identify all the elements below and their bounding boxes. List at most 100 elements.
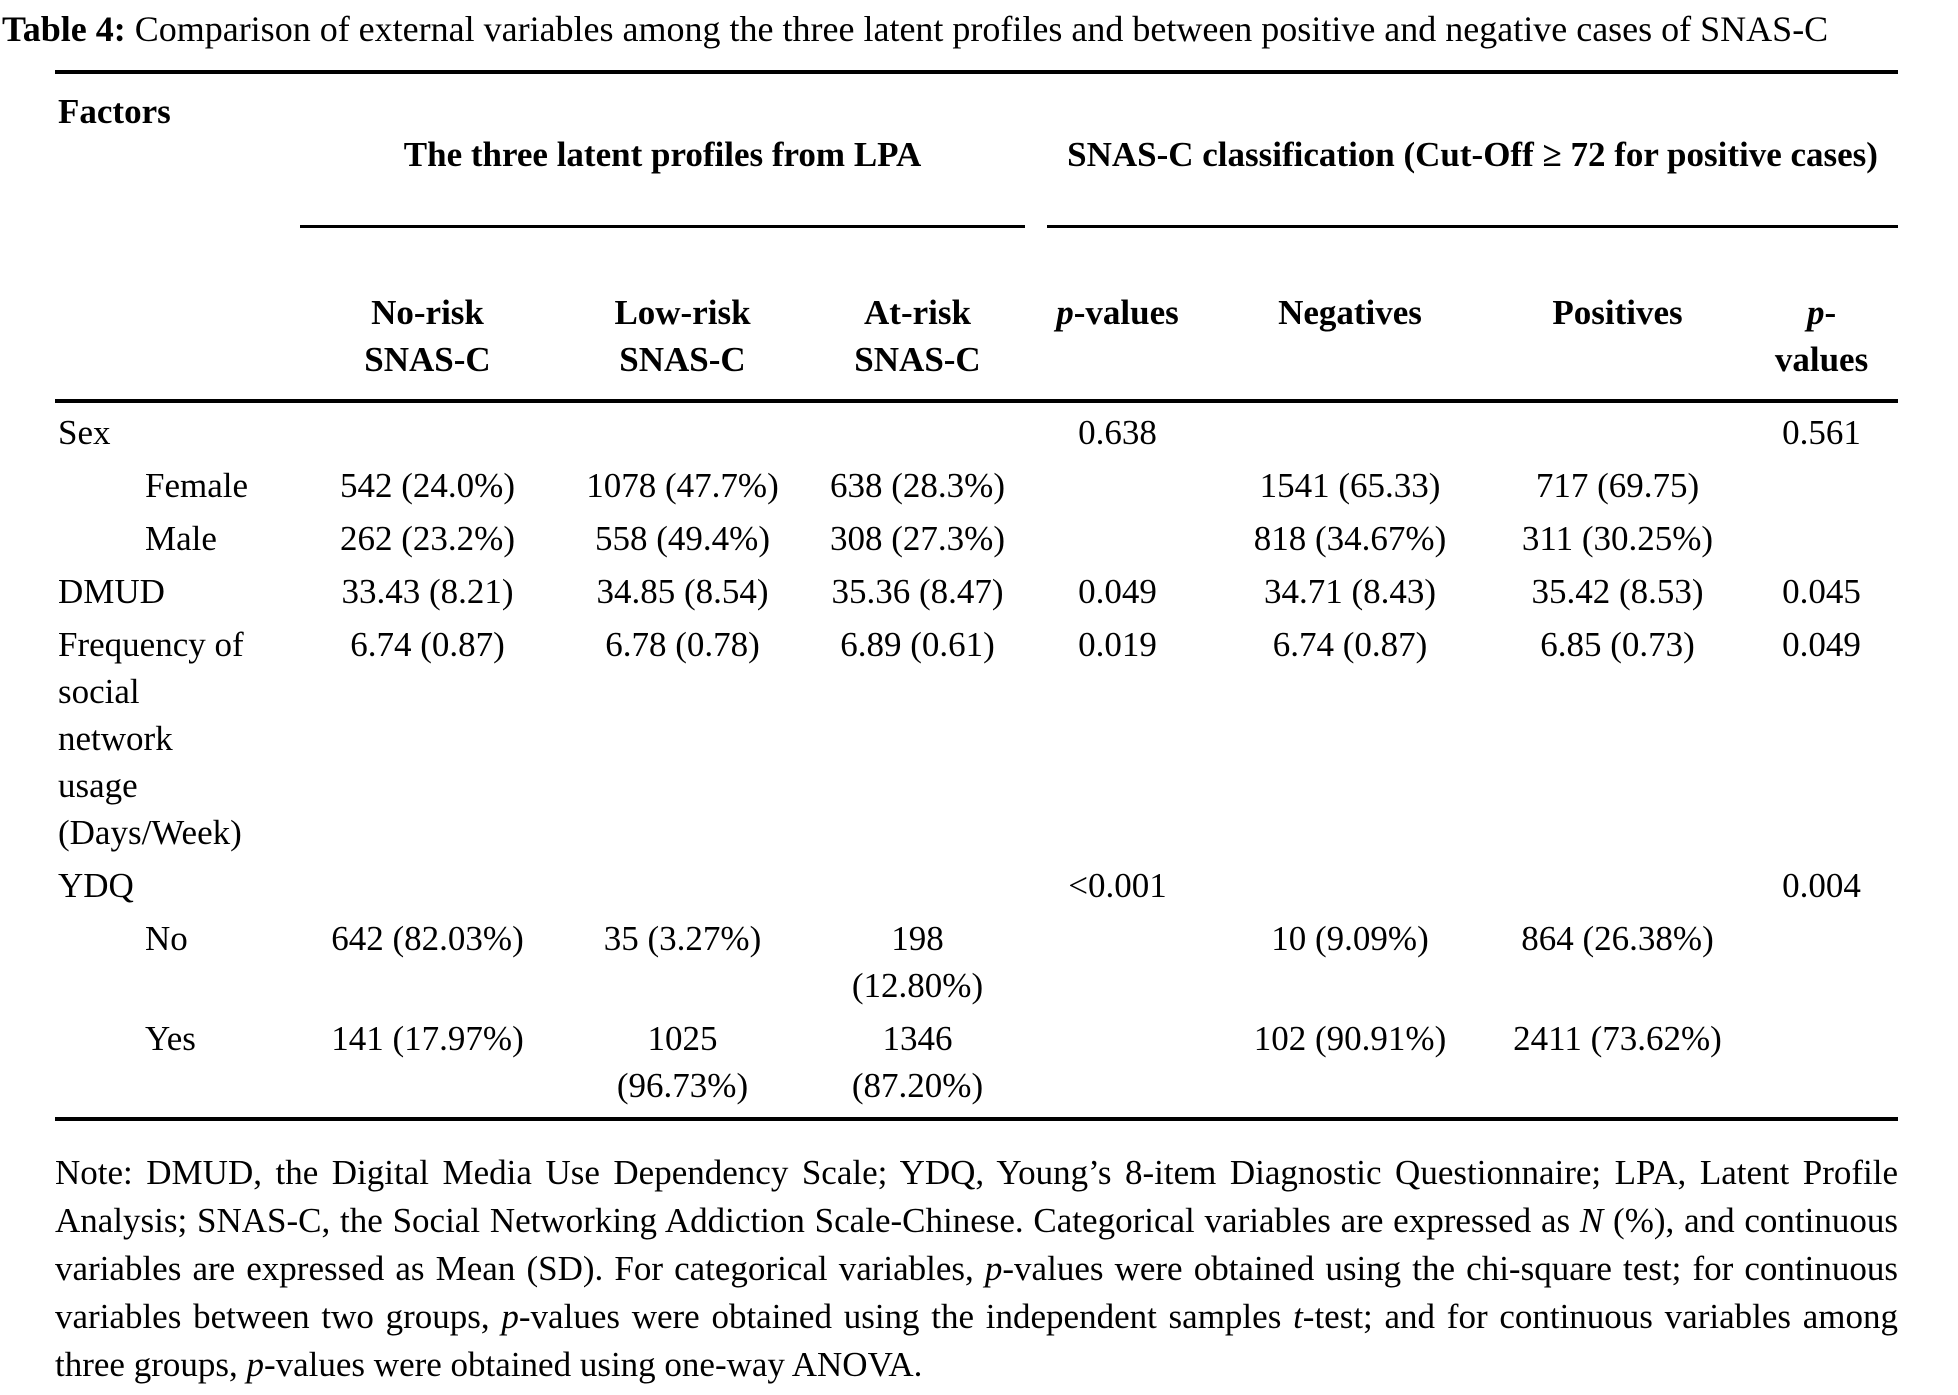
header-group-snas: SNAS-C classification (Cut-Off ≥ 72 for …	[1025, 74, 1899, 275]
cell-positives: 717 (69.75)	[1535, 466, 1700, 505]
cell-no-risk	[300, 403, 555, 459]
row-label: Yes	[55, 1012, 300, 1121]
note-t-symbol: t	[1293, 1297, 1303, 1336]
table-row-yes: Yes 141 (17.97%) 1025 (96.73%) 1346 (87.…	[55, 1012, 1899, 1121]
cell-positives: 311 (30.25%)	[1521, 519, 1714, 558]
cell-p-lpa: 0.638	[1078, 413, 1157, 452]
cell-p-lpa	[1025, 512, 1210, 565]
cell-p-snas: 0.561	[1782, 413, 1861, 452]
note-p-symbol: p	[984, 1249, 1003, 1288]
cell-p-snas: 0.049	[1782, 625, 1861, 664]
cell-negatives: 10 (9.09%)	[1271, 919, 1429, 958]
table-caption: Table 4: Comparison of external variable…	[2, 2, 1952, 56]
cell-at-risk: 1346 (87.20%)	[810, 1012, 1026, 1121]
cell-no-risk: 141 (17.97%)	[300, 1012, 555, 1121]
p-values-suffix: -values	[1073, 293, 1179, 332]
cell-p-lpa	[1025, 459, 1210, 512]
table-row-female: Female 542 (24.0%) 1078 (47.7%) 638 (28.…	[55, 459, 1898, 512]
cell-low-risk: 35 (3.27%)	[603, 919, 762, 958]
row-label: Male	[145, 519, 217, 558]
cell-at-risk	[810, 859, 1025, 912]
note-p-symbol: p	[246, 1345, 264, 1384]
header-p-values-snas: p- values	[1745, 275, 1899, 403]
table-row-sex: Sex 0.638 0.561	[55, 403, 1898, 459]
cell-p-lpa: 0.019	[1078, 625, 1157, 664]
row-label: Female	[145, 466, 249, 505]
cell-positives: 35.42 (8.53)	[1531, 572, 1704, 611]
cell-low-risk	[555, 403, 810, 459]
cell-at-risk: 638 (28.3%)	[830, 466, 1005, 505]
cell-at-risk: 6.89 (0.61)	[840, 625, 995, 664]
cell-low-risk	[555, 859, 810, 912]
table-row-no: No 642 (82.03%) 35 (3.27%) 198 (12.80%) …	[55, 912, 1898, 1012]
p-values-hyphen: -	[1824, 293, 1837, 332]
header-group-snas-label: SNAS-C classification (Cut-Off ≥ 72 for …	[1047, 121, 1899, 228]
note-segment: -values were obtained using the independ…	[518, 1297, 1294, 1336]
cell-at-risk: 198 (12.80%)	[851, 919, 984, 1005]
comparison-table: Factors The three latent profiles from L…	[55, 70, 1899, 1121]
table-caption-label: Table 4:	[2, 9, 126, 49]
cell-p-snas	[1745, 459, 1898, 512]
cell-at-risk: 308 (27.3%)	[830, 519, 1005, 558]
cell-no-risk: 542 (24.0%)	[340, 466, 515, 505]
header-no-risk: No-risk SNAS-C	[300, 275, 555, 403]
note-segment: -test; and for continuous variables amon…	[55, 1297, 1898, 1384]
header-factors: Factors	[55, 74, 300, 403]
note-n-symbol: N	[1579, 1201, 1604, 1240]
header-p-values-lpa: p-values	[1025, 275, 1211, 403]
cell-p-snas: 0.004	[1782, 866, 1861, 905]
cell-p-lpa: 0.049	[1078, 572, 1157, 611]
cell-negatives: 6.74 (0.87)	[1272, 625, 1428, 664]
cell-at-risk: 35.36 (8.47)	[831, 572, 1004, 611]
table-caption-text: Comparison of external variables among t…	[125, 9, 1829, 49]
table-note: Note: DMUD, the Digital Media Use Depend…	[55, 1149, 1898, 1389]
header-low-risk: Low-risk SNAS-C	[555, 275, 810, 403]
table-row-male: Male 262 (23.2%) 558 (49.4%) 308 (27.3%)…	[55, 512, 1898, 565]
header-group-lpa: The three latent profiles from LPA	[300, 74, 1026, 275]
cell-low-risk: 1025 (96.73%)	[555, 1012, 810, 1121]
cell-at-risk	[810, 403, 1025, 459]
cell-no-risk	[300, 859, 555, 912]
note-segment: -values were obtained using the chi-squa…	[55, 1249, 1898, 1336]
p-values-suffix: values	[1774, 340, 1869, 379]
row-label: DMUD	[58, 572, 165, 611]
row-label: Sex	[58, 413, 111, 452]
group-header-row: Factors The three latent profiles from L…	[55, 74, 1899, 403]
header-group-lpa-label: The three latent profiles from LPA	[300, 121, 1026, 228]
note-segment: Note: DMUD, the Digital Media Use Depend…	[55, 1153, 1898, 1240]
header-negatives: Negatives	[1210, 275, 1491, 403]
cell-low-risk: 6.78 (0.78)	[605, 625, 760, 664]
table-row-frequency: Frequency of social network usage (Days/…	[55, 618, 1898, 859]
table-row-dmud: DMUD 33.43 (8.21) 34.85 (8.54) 35.36 (8.…	[55, 565, 1898, 618]
note-segment: -values were obtained using one-way ANOV…	[263, 1345, 923, 1384]
cell-low-risk: 34.85 (8.54)	[596, 572, 769, 611]
cell-no-risk: 642 (82.03%)	[331, 919, 524, 958]
note-p-symbol: p	[501, 1297, 519, 1336]
table-row-ydq: YDQ <0.001 0.004	[55, 859, 1898, 912]
cell-positives	[1490, 403, 1745, 459]
cell-negatives	[1210, 403, 1490, 459]
cell-p-snas	[1745, 512, 1898, 565]
sub-header-row: No-risk SNAS-C Low-risk SNAS-C At-risk S…	[55, 275, 1899, 403]
cell-p-lpa	[1025, 1012, 1211, 1121]
row-label: Frequency of social network usage (Days/…	[58, 625, 244, 852]
cell-p-snas: 0.045	[1782, 572, 1861, 611]
cell-positives: 6.85 (0.73)	[1540, 625, 1695, 664]
header-positives: Positives	[1490, 275, 1746, 403]
cell-negatives	[1210, 859, 1490, 912]
header-at-risk: At-risk SNAS-C	[810, 275, 1026, 403]
cell-p-snas	[1745, 1012, 1899, 1121]
cell-p-snas	[1745, 912, 1898, 1012]
cell-p-lpa: <0.001	[1068, 866, 1167, 905]
cell-no-risk: 6.74 (0.87)	[350, 625, 505, 664]
row-label: No	[145, 919, 188, 958]
cell-negatives: 818 (34.67%)	[1253, 519, 1447, 558]
cell-negatives: 34.71 (8.43)	[1263, 572, 1437, 611]
p-symbol: p	[1806, 293, 1825, 332]
cell-low-risk: 1078 (47.7%)	[586, 466, 779, 505]
cell-positives: 2411 (73.62%)	[1490, 1012, 1746, 1121]
cell-no-risk: 33.43 (8.21)	[341, 572, 514, 611]
cell-low-risk: 558 (49.4%)	[595, 519, 770, 558]
row-label: YDQ	[58, 866, 134, 905]
